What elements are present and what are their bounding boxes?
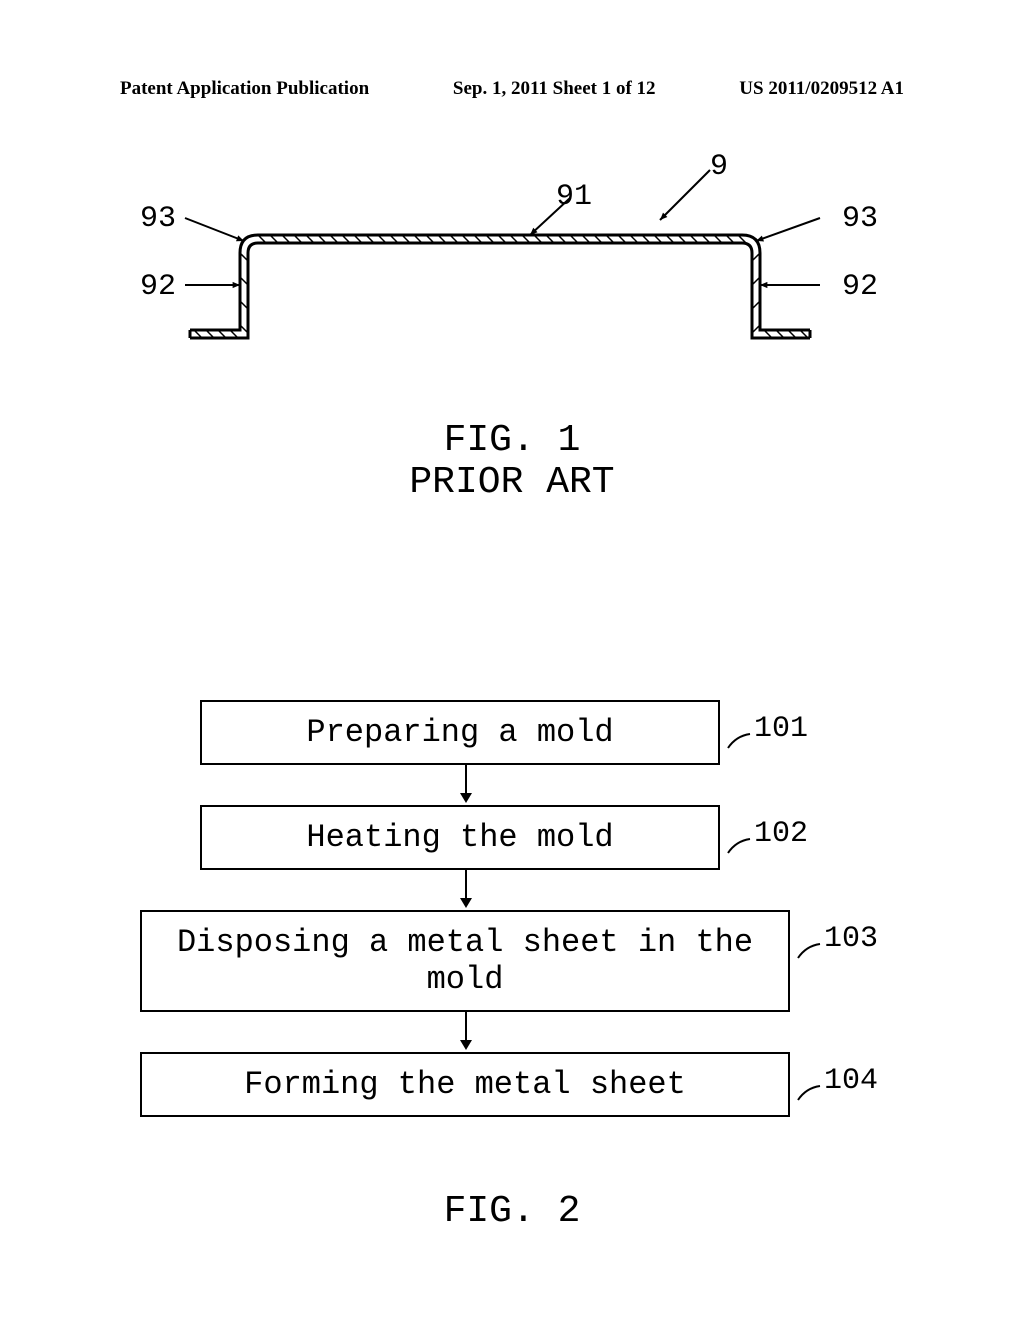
flow-arrow-3 — [0, 1012, 1024, 1052]
ref-9: 9 — [710, 150, 728, 184]
ref-92-right: 92 — [842, 270, 878, 304]
step-3-ref: 103 — [824, 922, 878, 956]
flowchart-step-3: Disposing a metal sheet in the mold 103 — [140, 910, 790, 1012]
fig1-subtitle: PRIOR ART — [0, 462, 1024, 504]
down-arrow-icon — [456, 765, 476, 805]
step-2-ref: 102 — [754, 817, 808, 851]
step-4-label: Forming the metal sheet — [244, 1066, 686, 1103]
page-header: Patent Application Publication Sep. 1, 2… — [0, 78, 1024, 100]
header-right: US 2011/0209512 A1 — [739, 78, 904, 100]
header-center: Sep. 1, 2011 Sheet 1 of 12 — [453, 78, 656, 100]
ref-93-right: 93 — [842, 202, 878, 236]
flowchart-step-4: Forming the metal sheet 104 — [140, 1052, 790, 1117]
flow-arrow-1 — [0, 765, 1024, 805]
step-1-ref: 101 — [754, 712, 808, 746]
fig1-diagram — [120, 160, 880, 400]
ref-93-left: 93 — [140, 202, 176, 236]
flowchart-step-1: Preparing a mold 101 — [200, 700, 720, 765]
flowchart-step-2: Heating the mold 102 — [200, 805, 720, 870]
connector-icon — [796, 940, 822, 960]
fig2-title: FIG. 2 — [0, 1190, 1024, 1233]
ref-92-left: 92 — [140, 270, 176, 304]
step-3-label: Disposing a metal sheet in the mold — [177, 924, 753, 998]
step-2-label: Heating the mold — [306, 819, 613, 856]
down-arrow-icon — [456, 1012, 476, 1052]
ref-91: 91 — [556, 180, 592, 214]
header-left: Patent Application Publication — [120, 78, 369, 100]
step-4-ref: 104 — [824, 1064, 878, 1098]
connector-icon — [796, 1082, 822, 1102]
connector-icon — [726, 835, 752, 855]
fig1-title: FIG. 1 — [0, 420, 1024, 462]
figure-1: 9 91 93 93 92 92 FIG. 1 PRIOR ART — [0, 140, 1024, 580]
flow-arrow-2 — [0, 870, 1024, 910]
figure-2-flowchart: Preparing a mold 101 Heating the mold 10… — [0, 700, 1024, 1117]
connector-icon — [726, 730, 752, 750]
step-1-label: Preparing a mold — [306, 714, 613, 751]
down-arrow-icon — [456, 870, 476, 910]
